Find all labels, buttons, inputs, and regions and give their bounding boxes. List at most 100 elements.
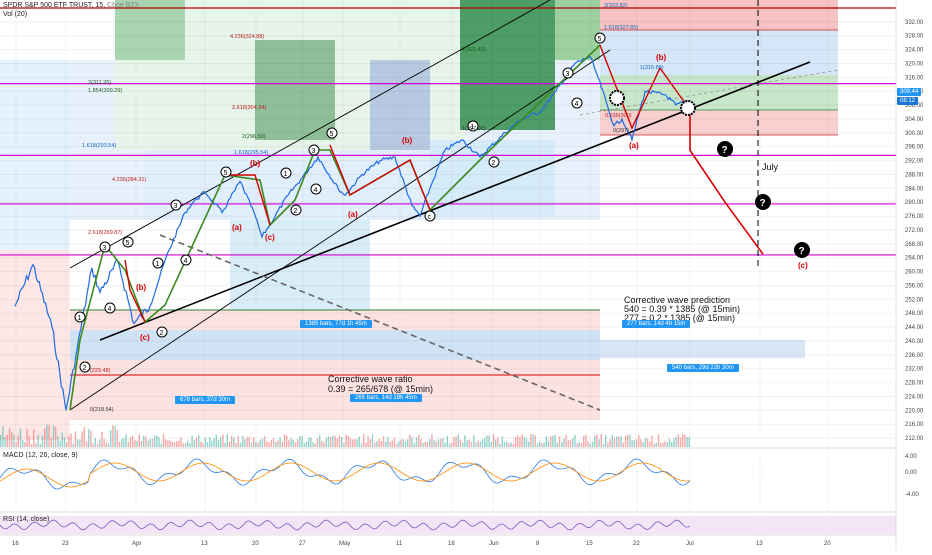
volume-bar <box>55 426 57 447</box>
volume-bar <box>387 437 389 447</box>
volume-bar <box>673 438 675 447</box>
volume-bar <box>437 439 440 447</box>
range-tag-1385[interactable]: 1385 bars, 77d 1h 45m <box>300 320 372 328</box>
volume-bar <box>61 432 63 447</box>
volume-bar <box>358 436 360 447</box>
volume-bar <box>246 437 248 447</box>
volume-bar <box>184 443 187 447</box>
volume-bar <box>660 442 662 447</box>
volume-bar <box>488 435 490 447</box>
price-axis[interactable]: 212.00 216.00 220.00 224.00 228.00 232.00 236.… <box>895 0 932 550</box>
volume-bar <box>228 441 231 447</box>
volume-bar <box>587 441 589 447</box>
volume-bar <box>4 436 6 447</box>
volume-bar <box>407 439 409 447</box>
macd-ticks: 4.00 0.00 -4.00 <box>905 454 919 498</box>
volume-bar <box>321 441 323 447</box>
volume-bar <box>666 442 668 447</box>
volume-bar <box>169 440 171 447</box>
volume-bar <box>618 436 620 447</box>
fib-labels: 2(333.82) 1.618(327.85) 4.236(324.88) 2(… <box>82 3 664 413</box>
wave-label: (c) <box>798 261 808 270</box>
y-tick-label: 308.00 <box>905 103 924 109</box>
volume-bar <box>605 434 607 447</box>
y-tick-label: 232.00 <box>905 367 924 373</box>
volume-bar <box>213 438 215 447</box>
y-tick-label: 224.00 <box>905 394 924 400</box>
volume-bar <box>281 441 283 447</box>
range-tag-540[interactable]: 540 bars, 29d 22h 30m <box>667 364 739 372</box>
fib-label: 2(311.25) <box>88 80 111 86</box>
volume-bar <box>556 443 558 447</box>
volume-bar <box>257 442 259 447</box>
x-tick-label: 27 <box>299 541 306 547</box>
volume-bar <box>466 440 468 447</box>
volume-bar <box>180 437 182 447</box>
y-tick-label: 268.00 <box>905 242 924 248</box>
volume-bar <box>134 440 136 447</box>
volume-bar <box>37 435 39 447</box>
volume-bar <box>565 435 567 447</box>
volume-bar <box>286 435 288 447</box>
volume-bar <box>424 441 426 447</box>
volume-bar <box>107 443 110 447</box>
volume-bar <box>492 434 495 447</box>
volume-bar <box>464 435 466 447</box>
volume-bar <box>154 435 156 447</box>
volume-indicator-label: Vol (20) <box>3 11 28 18</box>
svg-text:2: 2 <box>294 208 298 215</box>
volume-bar <box>514 437 517 447</box>
range-tag-265[interactable]: 265 bars, 14d 18h 45m <box>350 394 422 402</box>
y-tick-label: 220.00 <box>905 408 924 414</box>
volume-bar <box>138 434 140 447</box>
range-tag-277[interactable]: 277 bars, 14d 4h 15m <box>622 320 691 328</box>
volume-bar <box>0 434 2 447</box>
y-tick-label: 216.00 <box>905 422 924 428</box>
volume-bar <box>607 442 609 447</box>
range-tag-678[interactable]: 678 bars, 37d 30m <box>175 396 236 404</box>
volume-bar <box>455 436 457 447</box>
wave-label: (c) <box>140 333 150 342</box>
volume-bar <box>110 429 112 447</box>
volume-bar <box>393 437 396 447</box>
volume-bar <box>580 442 583 447</box>
volume-bar <box>231 436 233 447</box>
volume-bar <box>622 442 624 447</box>
volume-bar <box>569 439 572 447</box>
volume-bar <box>470 441 473 447</box>
volume-bar <box>369 439 371 447</box>
volume-bar <box>114 426 116 447</box>
volume-bar <box>541 443 543 447</box>
volume-bar <box>237 436 239 447</box>
y-tick-label: 240.00 <box>905 339 924 345</box>
volume-bar <box>279 437 281 447</box>
svg-text:1: 1 <box>471 124 475 131</box>
volume-bar <box>598 439 600 447</box>
volume-bar <box>378 438 380 447</box>
volume-bar <box>101 431 103 447</box>
fib-label: 2(333.82) <box>604 3 628 9</box>
countdown-tag: 08:12 <box>897 97 919 105</box>
volume-bar <box>88 429 90 447</box>
volume-bar <box>418 434 420 447</box>
volume-bar <box>473 435 475 447</box>
volume-bar <box>288 439 290 447</box>
fib-label: 1.618(293.54) <box>82 143 116 149</box>
wave-label: (a) <box>348 210 358 219</box>
volume-bar <box>431 434 433 447</box>
wave-label: (c) <box>265 233 275 242</box>
macd-tick-label: 0.00 <box>905 470 917 476</box>
volume-bar <box>121 438 123 447</box>
volume-bar <box>640 439 642 447</box>
volume-bar <box>398 441 400 447</box>
volume-bar <box>686 437 688 447</box>
wave-label: (b) <box>656 53 667 62</box>
volume-bar <box>600 434 602 447</box>
svg-text:1: 1 <box>284 171 288 178</box>
svg-text:5: 5 <box>224 170 228 177</box>
y-tick-label: 304.00 <box>905 117 924 123</box>
volume-bar <box>653 443 655 447</box>
y-tick-label: 244.00 <box>905 325 924 331</box>
volume-bar <box>539 441 541 447</box>
